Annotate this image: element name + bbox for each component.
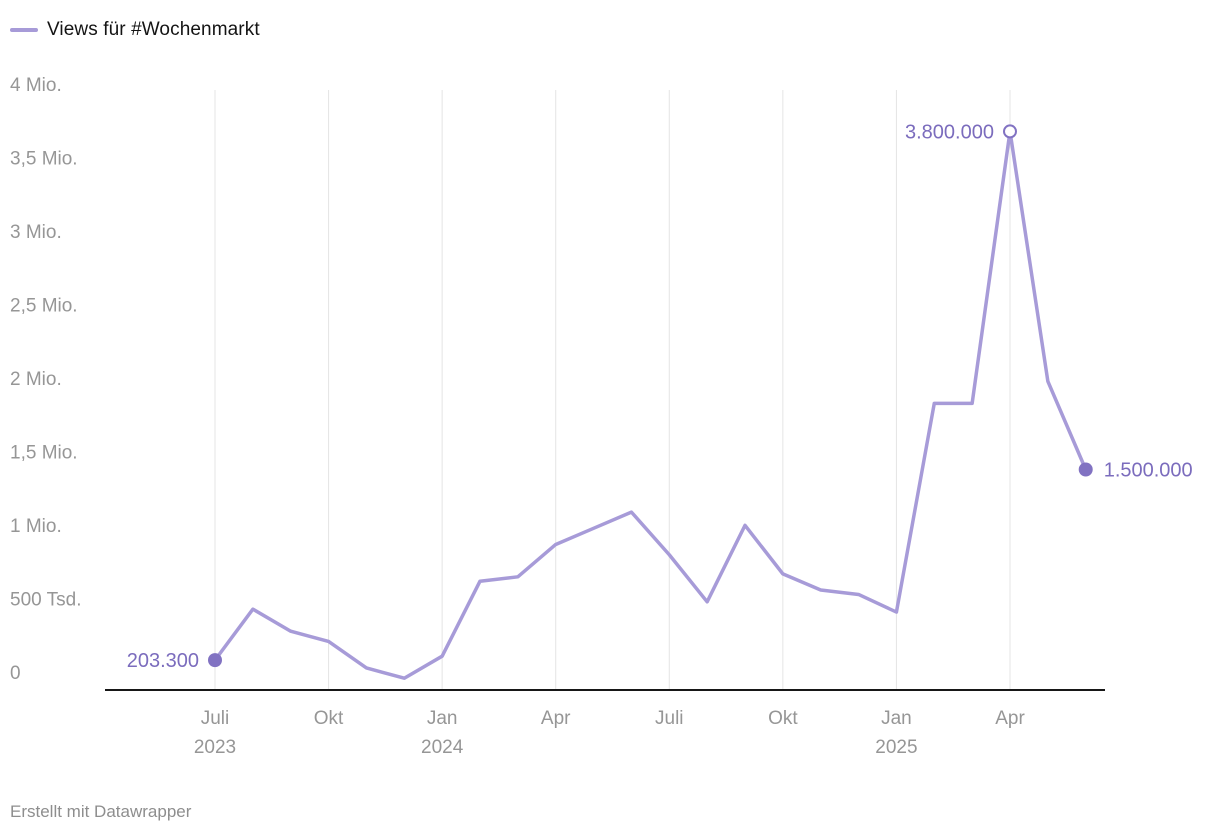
y-tick-label: 4 Mio.: [10, 75, 62, 96]
x-tick-label: Juli: [655, 708, 684, 729]
y-tick-label: 3,5 Mio.: [10, 149, 78, 170]
y-tick-label: 500 Tsd.: [10, 590, 81, 611]
data-point-marker-open: [1002, 124, 1017, 139]
legend-label: Views für #Wochenmarkt: [47, 19, 260, 40]
series-line: [213, 129, 1088, 680]
line-chart: 0 500 Tsd. 1 Mio. 1,5 Mio. 2 Mio. 2,5 Mio. 3 M…: [10, 75, 1193, 758]
attribution-text: Erstellt mit Datawrapper: [10, 802, 192, 821]
y-tick-label: 2,5 Mio.: [10, 296, 78, 317]
y-tick-label: 1,5 Mio.: [10, 443, 78, 464]
x-tick-label: Okt: [314, 708, 344, 729]
y-tick-label: 0: [10, 663, 21, 684]
data-point-label: 3.800.000: [905, 121, 994, 143]
x-tick-label: Jan: [427, 708, 458, 729]
legend-line-swatch: [10, 28, 38, 32]
x-tick-year: 2023: [194, 737, 236, 758]
data-point-label: 203.300: [127, 650, 199, 672]
data-point-marker: [1078, 462, 1093, 477]
x-tick-label: Okt: [768, 708, 798, 729]
y-tick-label: 3 Mio.: [10, 222, 62, 243]
x-tick-year: 2025: [875, 737, 917, 758]
x-tick-label: Jan: [881, 708, 912, 729]
y-tick-label: 1 Mio.: [10, 516, 62, 537]
legend: Views für #Wochenmarkt: [10, 19, 260, 41]
x-tick-label: Apr: [541, 708, 571, 729]
data-point-marker: [208, 653, 222, 668]
x-tick-year: 2024: [421, 737, 464, 758]
x-tick-label: Apr: [995, 708, 1025, 729]
y-tick-label: 2 Mio.: [10, 369, 62, 390]
x-tick-label: Juli: [201, 708, 230, 729]
data-point-label: 1.500.000: [1104, 460, 1193, 482]
